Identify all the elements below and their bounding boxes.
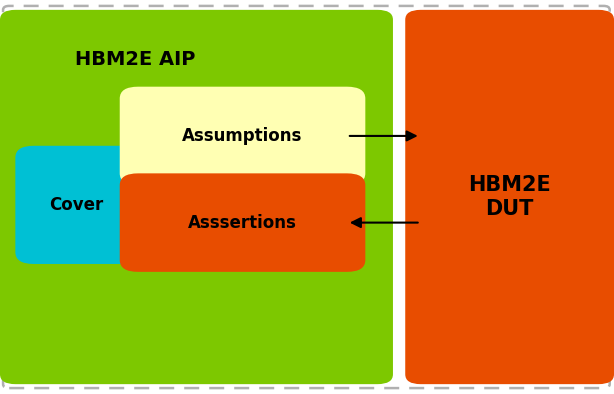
Text: HBM2E AIP: HBM2E AIP bbox=[75, 50, 195, 69]
Text: Asssertions: Asssertions bbox=[188, 214, 297, 232]
Text: Assumptions: Assumptions bbox=[182, 127, 303, 145]
FancyBboxPatch shape bbox=[120, 87, 365, 185]
Text: Cover: Cover bbox=[50, 196, 104, 214]
FancyBboxPatch shape bbox=[0, 10, 393, 384]
Text: HBM2E
DUT: HBM2E DUT bbox=[468, 175, 551, 219]
FancyBboxPatch shape bbox=[405, 10, 614, 384]
FancyBboxPatch shape bbox=[120, 173, 365, 272]
FancyBboxPatch shape bbox=[15, 146, 138, 264]
